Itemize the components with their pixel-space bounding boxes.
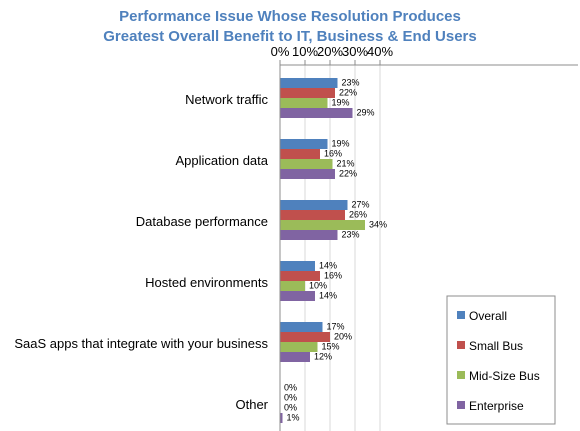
bar bbox=[280, 261, 315, 271]
data-label: 0% bbox=[284, 383, 297, 393]
data-label: 15% bbox=[322, 342, 340, 352]
data-label: 27% bbox=[352, 200, 370, 210]
labels: 0% 10%20%30%40%Network traffic23%22%19%29… bbox=[14, 44, 393, 423]
legend-label: Overall bbox=[469, 309, 507, 323]
legend-label: Enterprise bbox=[469, 399, 524, 413]
bar bbox=[280, 210, 345, 220]
category-label: Hosted environments bbox=[145, 275, 268, 290]
bar bbox=[280, 139, 328, 149]
legend: Overall Small Bus Mid-Size Bus Enterprise bbox=[446, 295, 556, 425]
data-label: 14% bbox=[319, 261, 337, 271]
legend-swatch bbox=[457, 371, 465, 379]
data-label: 16% bbox=[324, 271, 342, 281]
bar bbox=[280, 342, 318, 352]
data-label: 22% bbox=[339, 88, 357, 98]
data-label: 26% bbox=[349, 210, 367, 220]
bar bbox=[280, 169, 335, 179]
x-tick-label: 30% bbox=[342, 44, 368, 59]
data-label: 34% bbox=[369, 220, 387, 230]
data-label: 0% bbox=[284, 403, 297, 413]
bar bbox=[280, 281, 305, 291]
bar bbox=[280, 322, 323, 332]
data-label: 10% bbox=[309, 281, 327, 291]
data-label: 22% bbox=[339, 169, 357, 179]
bar bbox=[280, 200, 348, 210]
legend-label: Small Bus bbox=[469, 339, 523, 353]
bar bbox=[280, 149, 320, 159]
legend-swatch bbox=[457, 401, 465, 409]
bar bbox=[280, 88, 335, 98]
legend-label: Mid-Size Bus bbox=[469, 369, 540, 383]
bar bbox=[280, 220, 365, 230]
legend-swatch bbox=[457, 311, 465, 319]
category-label: Other bbox=[235, 397, 268, 412]
category-label: SaaS apps that integrate with your busin… bbox=[14, 336, 268, 351]
bar bbox=[280, 352, 310, 362]
x-tick-label: 10% bbox=[292, 44, 318, 59]
bar bbox=[280, 159, 333, 169]
data-label: 1% bbox=[287, 413, 300, 423]
category-label: Application data bbox=[175, 153, 268, 168]
bar bbox=[280, 413, 283, 423]
data-label: 14% bbox=[319, 291, 337, 301]
data-label: 17% bbox=[327, 322, 345, 332]
data-label: 23% bbox=[342, 78, 360, 88]
bar bbox=[280, 108, 353, 118]
bar bbox=[280, 230, 338, 240]
data-label: 12% bbox=[314, 352, 332, 362]
bar bbox=[280, 291, 315, 301]
x-tick-label: 0% bbox=[271, 44, 290, 59]
data-label: 19% bbox=[332, 139, 350, 149]
bar bbox=[280, 332, 330, 342]
chart-title-line-2: Greatest Overall Benefit to IT, Business… bbox=[103, 28, 476, 45]
bars bbox=[280, 78, 365, 423]
data-label: 16% bbox=[324, 149, 342, 159]
data-label: 19% bbox=[332, 98, 350, 108]
x-tick-label: 20% bbox=[317, 44, 343, 59]
chart-title-line-1: Performance Issue Whose Resolution Produ… bbox=[119, 8, 461, 25]
data-label: 29% bbox=[357, 108, 375, 118]
axes bbox=[279, 60, 578, 431]
data-label: 23% bbox=[342, 230, 360, 240]
x-tick-label: 40% bbox=[367, 44, 393, 59]
category-label: Network traffic bbox=[185, 92, 268, 107]
bar bbox=[280, 78, 338, 88]
gridlines bbox=[279, 65, 381, 431]
data-label: 20% bbox=[334, 332, 352, 342]
legend-swatch bbox=[457, 341, 465, 349]
bar bbox=[280, 98, 328, 108]
data-label: 21% bbox=[337, 159, 355, 169]
category-label: Database performance bbox=[136, 214, 268, 229]
bar bbox=[280, 271, 320, 281]
data-label: 0% bbox=[284, 393, 297, 403]
